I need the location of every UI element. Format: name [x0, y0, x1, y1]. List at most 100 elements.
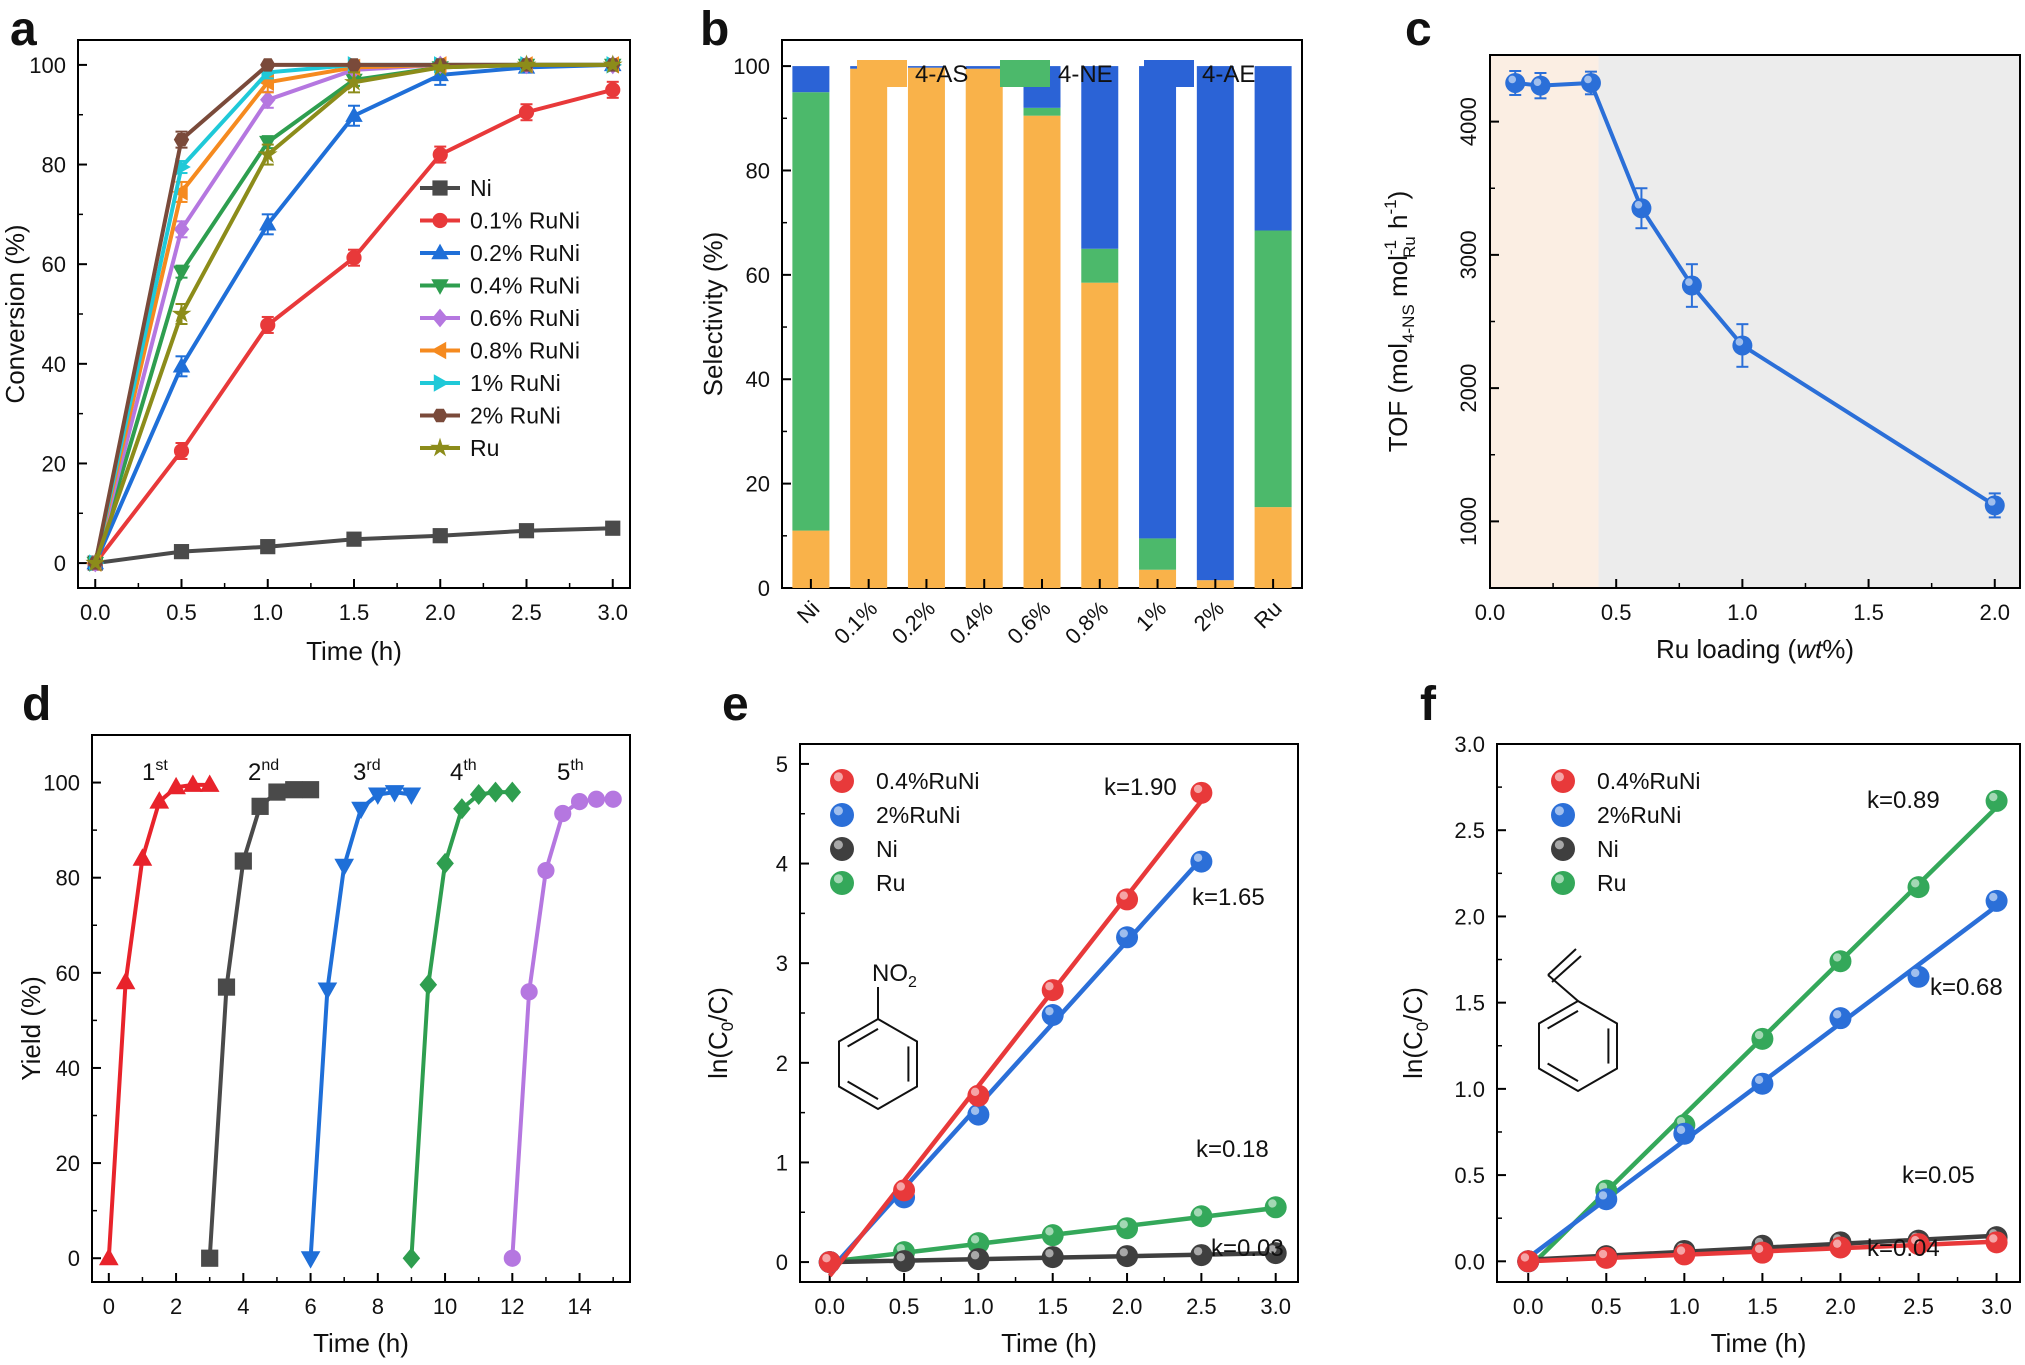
legend-item: 0.4%RuNi — [1551, 768, 1701, 794]
legend-marker — [432, 308, 448, 328]
series-0-4-runi — [818, 781, 1213, 1274]
x-tick-label: 14 — [567, 1294, 591, 1319]
x-tick-label: 2.5 — [1186, 1294, 1217, 1319]
y-tick-label: 0 — [68, 1246, 80, 1271]
data-point — [570, 792, 589, 811]
bond — [1547, 974, 1579, 1002]
y-tick-label: 60 — [42, 252, 66, 277]
legend-label: 0.4% RuNi — [470, 273, 580, 299]
legend-item: Ni — [1551, 836, 1619, 862]
y-axis-label: Selectivity (%) — [698, 232, 728, 397]
data-point — [173, 133, 190, 147]
legend-marker — [1551, 769, 1575, 793]
legend-item: 0.6% RuNi — [420, 305, 580, 331]
cycle-3: 3rd — [300, 757, 422, 1269]
data-point — [1190, 1244, 1213, 1267]
legend-label: Ru — [1597, 870, 1626, 896]
data-point — [1041, 1224, 1064, 1247]
y-tick-label: 80 — [56, 866, 80, 891]
bar-4-ae-2 — [907, 66, 945, 68]
y-axis-label: ln(C0/C) — [1398, 987, 1432, 1079]
data-point — [132, 848, 153, 866]
y-axis-label: Yield (%) — [16, 976, 46, 1081]
legend-label: Ni — [1597, 836, 1619, 862]
data-point — [554, 804, 572, 823]
legend-marker — [432, 408, 448, 423]
data-point — [1580, 72, 1601, 93]
data-point — [166, 776, 186, 795]
legend-item: 0.8% RuNi — [420, 338, 580, 364]
data-point — [1673, 1122, 1696, 1145]
data-point — [516, 54, 537, 74]
series-line — [106, 782, 210, 1259]
data-point — [430, 56, 451, 76]
x-tick-label: 0.6% — [1002, 596, 1055, 649]
y-tick-label: 60 — [746, 263, 770, 288]
data-point — [401, 787, 422, 805]
data-point — [201, 1249, 219, 1267]
data-point — [1829, 1007, 1852, 1030]
x-tick-label: Ru — [1249, 596, 1287, 634]
x-tick-label: 0.5 — [1591, 1294, 1622, 1319]
panel-a: 0.0 0.5 1.0 1.5 2.0 2.5 3.0 0 20 40 60 80 100 Time (h… — [0, 39, 631, 666]
x-tick-label: 1.5 — [1853, 600, 1884, 625]
data-point — [432, 146, 448, 163]
cycle-label: 3rd — [353, 757, 381, 786]
x-axis-label: Time (h) — [1711, 1328, 1807, 1358]
data-point — [344, 71, 364, 91]
data-point — [537, 861, 555, 880]
y-tick-label: 40 — [746, 367, 770, 392]
data-point — [893, 1179, 916, 1202]
data-point — [967, 1084, 990, 1107]
bar-4-as-2 — [907, 67, 945, 588]
y-tick-label: 80 — [42, 153, 66, 178]
x-axis-label: Time (h) — [1001, 1328, 1097, 1358]
y-axis-label: TOF (mol4-NS mol-1Ru h-1) — [1381, 191, 1419, 453]
x-tick-label: 1.5 — [1037, 1294, 1068, 1319]
data-point — [605, 520, 621, 536]
x-tick-label: 2% — [1189, 596, 1229, 636]
y-tick-label: 40 — [56, 1056, 80, 1081]
bar-4-as-1 — [850, 68, 888, 588]
bar-4-as-0 — [792, 530, 830, 588]
legend-swatch — [1000, 60, 1050, 87]
panel-a-letter: a — [10, 3, 37, 56]
legend-marker — [430, 341, 447, 360]
x-tick-label: 0.0 — [80, 600, 111, 625]
series-0-1-runi — [87, 80, 621, 571]
data-point — [173, 219, 190, 239]
y-axis-label: ln(C0/C) — [703, 987, 737, 1079]
panel-f-letter: f — [1420, 678, 1437, 731]
data-point — [1041, 1003, 1064, 1026]
cycle-1: 1st — [98, 757, 220, 1266]
axes-frame — [91, 734, 631, 1283]
data-point — [345, 106, 363, 122]
data-point — [1829, 1236, 1852, 1259]
data-point — [173, 544, 190, 560]
data-point — [605, 82, 621, 98]
data-point — [217, 978, 236, 996]
y-tick-label: 1000 — [1456, 497, 1481, 546]
series-0-4-runi — [1517, 1231, 2008, 1273]
y-tick-label: 100 — [733, 54, 770, 79]
shaded-region-low — [1490, 55, 1599, 588]
data-point — [432, 528, 448, 544]
legend-label: 0.4%RuNi — [876, 768, 980, 794]
bar-4-ae-0 — [792, 66, 830, 93]
cycle-label: 2nd — [248, 757, 279, 786]
data-point — [1985, 889, 2008, 912]
data-point — [234, 852, 252, 870]
data-point — [967, 1103, 990, 1126]
data-point — [1985, 1231, 2008, 1254]
data-point — [260, 317, 276, 333]
bond — [1547, 948, 1577, 976]
cycle-5: 5th — [503, 757, 622, 1267]
data-point — [346, 58, 362, 72]
rate-constant-label: k=0.03 — [1211, 1235, 1284, 1262]
data-point — [1985, 789, 2008, 812]
bar-4-ne-0 — [792, 92, 830, 531]
panel-c: 0.0 0.5 1.0 1.5 2.0 1000 2000 3000 4000 Ru loadin… — [1381, 54, 2021, 664]
legend-marker — [1551, 871, 1575, 895]
data-point — [518, 523, 535, 539]
double-bond — [847, 1028, 879, 1048]
